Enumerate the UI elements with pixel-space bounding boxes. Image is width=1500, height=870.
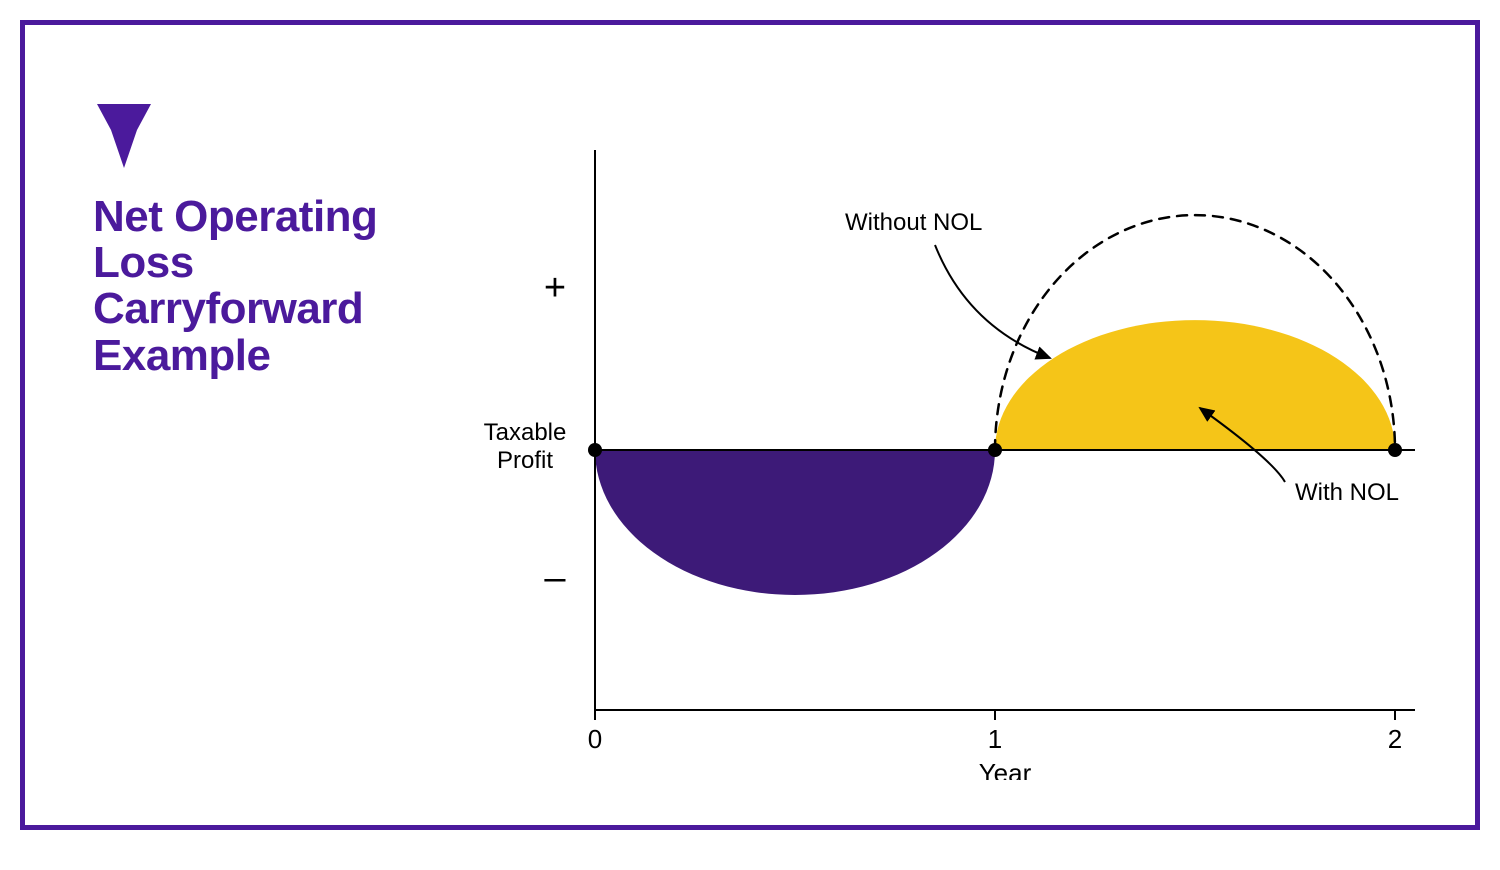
with-nol-area — [995, 320, 1395, 450]
x-axis-label: Year — [979, 758, 1032, 780]
arrow-without-nol — [935, 245, 1050, 358]
down-arrow-icon — [93, 100, 433, 172]
label-with-nol: With NOL — [1295, 479, 1399, 506]
x-tick-label: 0 — [588, 724, 602, 754]
label-without-nol: Without NOL — [845, 209, 982, 236]
x-tick-label: 1 — [988, 724, 1002, 754]
chart: 0 1 2 Year + – TaxableProfit Without NOL With NO… — [455, 120, 1435, 780]
loss-area — [595, 450, 995, 595]
page-title: Net Operating Loss Carryforward Example — [93, 194, 433, 379]
title-line: Net Operating — [93, 194, 433, 240]
y-minus-sign: – — [544, 557, 566, 599]
title-block: Net Operating Loss Carryforward Example — [93, 100, 433, 379]
data-point — [988, 443, 1002, 457]
x-tick-label: 2 — [1388, 724, 1402, 754]
data-point — [1388, 443, 1402, 457]
y-axis-label: Profit — [497, 447, 553, 474]
y-plus-sign: + — [544, 267, 566, 309]
chart-svg: 0 1 2 Year + – TaxableProfit Without NOL With NO… — [455, 120, 1435, 780]
data-point — [588, 443, 602, 457]
title-line: Carryforward — [93, 286, 433, 332]
title-line: Example — [93, 333, 433, 379]
y-axis-label: Taxable — [484, 419, 567, 446]
title-line: Loss — [93, 240, 433, 286]
frame: Net Operating Loss Carryforward Example … — [20, 20, 1480, 830]
